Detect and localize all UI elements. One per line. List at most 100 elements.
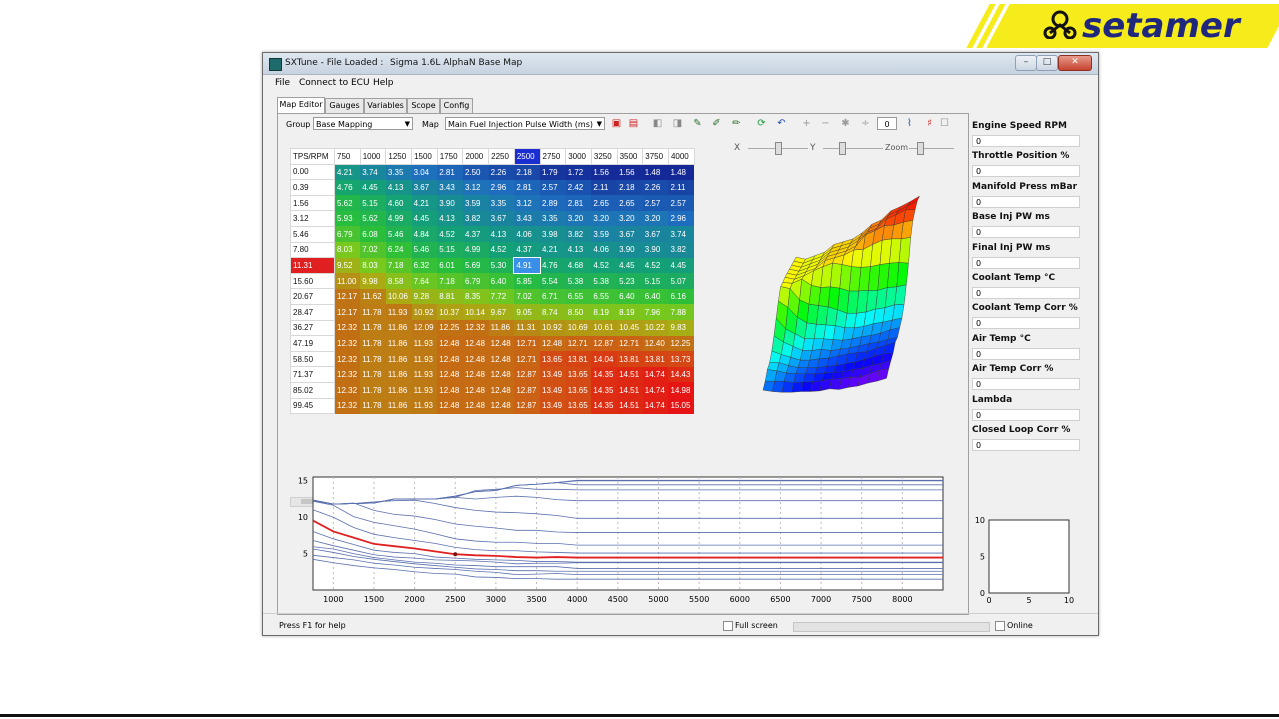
map-cell[interactable]: 3.43	[514, 210, 540, 227]
map-select[interactable]: Main Fuel Injection Pulse Width (ms) ▼	[445, 117, 605, 130]
map-cell[interactable]: 11.78	[360, 351, 386, 367]
map-cell[interactable]: 12.48	[437, 398, 463, 414]
option-checkbox[interactable]: ☐	[940, 118, 949, 129]
map-cell[interactable]: 12.48	[488, 351, 515, 367]
map-cell[interactable]: 8.81	[437, 288, 463, 305]
map-cell[interactable]: 3.12	[514, 195, 540, 211]
tps-row-header[interactable]: 3.12	[290, 210, 335, 227]
map-cell[interactable]: 7.02	[514, 288, 540, 305]
map-cell[interactable]: 5.62	[360, 210, 386, 227]
map-cell[interactable]: 4.99	[385, 210, 412, 227]
map-cell[interactable]: 9.05	[514, 304, 540, 321]
map-cell[interactable]: 12.71	[514, 351, 540, 367]
map-cell[interactable]: 2.26	[488, 164, 515, 180]
map-cell[interactable]: 12.48	[462, 351, 489, 367]
map-cell[interactable]: 8.35	[462, 288, 489, 305]
map-cell[interactable]: 10.61	[591, 320, 618, 336]
rpm-column-header[interactable]: 2750	[539, 148, 567, 165]
tps-row-header[interactable]: 71.37	[290, 366, 335, 383]
map-cell[interactable]: 3.74	[360, 164, 386, 180]
map-cell[interactable]: 6.40	[617, 288, 643, 305]
map-cell[interactable]: 10.69	[565, 320, 592, 336]
map-cell[interactable]: 4.91	[513, 256, 541, 275]
map-cell[interactable]: 4.21	[411, 195, 438, 211]
map-cell[interactable]: 11.31	[514, 320, 540, 336]
map-cell[interactable]: 3.90	[642, 242, 669, 258]
map-cell[interactable]: 12.48	[462, 398, 489, 414]
map-cell[interactable]: 7.02	[360, 242, 386, 258]
map-cell[interactable]: 11.93	[411, 382, 438, 398]
map-cell[interactable]: 8.03	[334, 242, 361, 258]
map-cell[interactable]: 1.56	[591, 164, 618, 180]
map-cell[interactable]: 2.81	[565, 195, 592, 211]
menu-file[interactable]: File	[275, 78, 291, 88]
map-cell[interactable]: 12.87	[514, 398, 540, 414]
map-cell[interactable]: 8.19	[617, 304, 643, 321]
map-cell[interactable]: 2.96	[488, 179, 515, 196]
map-cell[interactable]: 9.28	[411, 288, 438, 305]
map-cell[interactable]: 1.79	[540, 164, 566, 180]
rpm-column-header[interactable]: 2000	[462, 148, 490, 165]
map-cell[interactable]: 12.48	[540, 335, 566, 352]
map-cell[interactable]: 10.22	[642, 320, 669, 336]
map-cell[interactable]: 6.40	[488, 273, 515, 289]
map-cell[interactable]: 7.88	[668, 304, 695, 321]
map-cell[interactable]: 10.92	[540, 320, 566, 336]
tps-row-header[interactable]: 7.80	[290, 241, 335, 259]
rpm-column-header[interactable]: 3500	[616, 148, 644, 165]
map-cell[interactable]: 5.93	[334, 210, 361, 227]
map-cell[interactable]: 4.21	[334, 164, 361, 180]
map-cell[interactable]: 12.71	[617, 335, 643, 352]
map-cell[interactable]: 9.52	[334, 257, 361, 274]
map-cell[interactable]: 11.78	[360, 304, 386, 321]
map-cell[interactable]: 4.45	[617, 257, 643, 274]
rpm-column-header[interactable]: 4000	[667, 148, 695, 165]
map-cell[interactable]: 3.20	[591, 210, 618, 227]
map-cell[interactable]: 7.64	[411, 273, 438, 289]
group-select[interactable]: Base Mapping ▼	[313, 117, 413, 130]
tps-row-header[interactable]: 58.50	[290, 350, 335, 368]
map-cell[interactable]: 4.13	[488, 226, 515, 243]
map-cell[interactable]: 11.86	[385, 351, 412, 367]
map-cell[interactable]: 4.13	[565, 242, 592, 258]
map-cell[interactable]: 9.83	[668, 320, 695, 336]
map-cell[interactable]: 8.50	[565, 304, 592, 321]
maximize-button[interactable]: □	[1036, 55, 1058, 71]
map-cell[interactable]: 12.17	[334, 288, 361, 305]
map-cell[interactable]: 14.51	[617, 398, 643, 414]
map-cell[interactable]: 12.25	[437, 320, 463, 336]
map-cell[interactable]: 12.48	[488, 366, 515, 383]
map-cell[interactable]: 11.62	[360, 288, 386, 305]
fuel-map-table[interactable]: TPS/RPM 750 1000 1250 1500 1750 2000 2250 2500 27…	[290, 148, 695, 415]
map-cell[interactable]: 12.48	[437, 335, 463, 352]
map-cell[interactable]: 4.68	[565, 257, 592, 274]
map-cell[interactable]: 12.87	[591, 335, 618, 352]
refresh-icon[interactable]: ⟳	[757, 118, 766, 129]
rpm-column-header[interactable]: 1750	[436, 148, 464, 165]
map-cell[interactable]: 12.32	[334, 382, 361, 398]
map-cell[interactable]: 4.52	[642, 257, 669, 274]
map-cell[interactable]: 2.11	[591, 179, 618, 196]
map-cell[interactable]: 12.32	[334, 335, 361, 352]
map-cell[interactable]: 9.67	[488, 304, 515, 321]
map-cell[interactable]: 14.51	[617, 366, 643, 383]
map-cell[interactable]: 4.52	[591, 257, 618, 274]
tab-variables[interactable]: Variables	[364, 98, 407, 113]
map-cell[interactable]: 5.38	[565, 273, 592, 289]
map-cell[interactable]: 5.07	[668, 273, 695, 289]
map-cell[interactable]: 13.73	[668, 351, 695, 367]
map-cell[interactable]: 4.21	[540, 242, 566, 258]
map-cell[interactable]: 2.65	[591, 195, 618, 211]
map-cell[interactable]: 6.08	[360, 226, 386, 243]
map-cell[interactable]: 10.45	[617, 320, 643, 336]
map-cell[interactable]: 3.74	[668, 226, 695, 243]
map-cell[interactable]: 3.90	[617, 242, 643, 258]
map-cell[interactable]: 4.84	[411, 226, 438, 243]
edit-icon[interactable]: ✎	[693, 118, 702, 129]
tps-row-header[interactable]: 28.47	[290, 303, 335, 321]
map-cell[interactable]: 6.01	[437, 257, 463, 274]
map-cell[interactable]: 11.78	[360, 398, 386, 414]
eraser-icon[interactable]: ✏	[732, 118, 741, 129]
tps-row-header[interactable]: 99.45	[290, 397, 335, 415]
map-cell[interactable]: 11.93	[411, 366, 438, 383]
